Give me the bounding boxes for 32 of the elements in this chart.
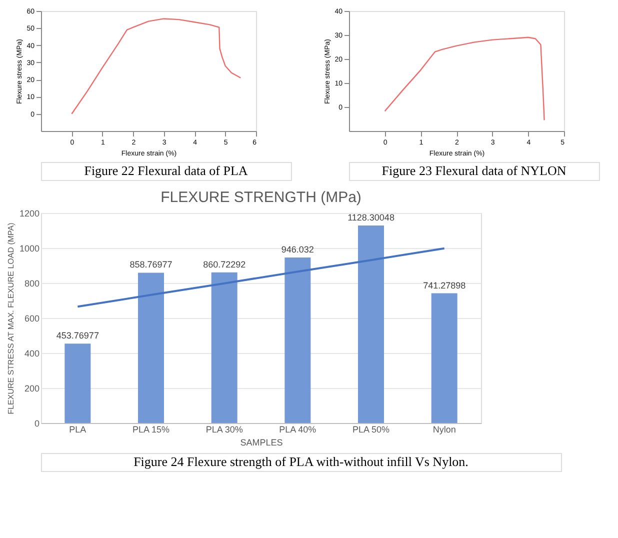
y-tick-label: 600 (24, 314, 40, 324)
bar (211, 272, 238, 423)
y-tick-label: 1200 (19, 208, 40, 218)
bar (358, 226, 384, 423)
y-tick-label: 1000 (19, 244, 40, 254)
line-series (384, 36, 545, 121)
x-tick-label: PLA 15% (132, 424, 170, 434)
x-tick-label: PLA 50% (352, 424, 390, 434)
data-label: 858.76977 (130, 260, 172, 270)
y-tick-label: 800 (24, 278, 40, 288)
bar (431, 293, 458, 423)
bar (64, 344, 91, 423)
line-series (71, 18, 242, 114)
y-tick-label: 200 (24, 384, 40, 394)
data-label: 860.72292 (203, 259, 246, 270)
caption: Figure 23 Flexural data of NYLON (382, 163, 567, 178)
x-axis-title: SAMPLES (240, 438, 283, 448)
data-label: 1128.30048 (348, 212, 394, 223)
bar (138, 272, 164, 423)
x-tick-label: PLA 30% (206, 424, 243, 434)
chart-title: FLEXURE STRENGTH (MPa) (160, 189, 362, 206)
x-tick-label: PLA (69, 424, 86, 434)
data-label: 946.032 (281, 244, 314, 254)
data-label: 741.27898 (423, 280, 466, 290)
y-tick-label: 400 (24, 348, 40, 358)
caption: Figure 22 Flexural data of PLA (84, 163, 248, 178)
y-axis-title: FLEXURE STRESS AT MAX. FLEXURE LOAD (MPA) (6, 222, 16, 414)
data-label: 453.76977 (56, 330, 99, 341)
caption: Figure 24 Flexure strength of PLA with-without infill Vs Nylon. (134, 454, 468, 469)
x-tick-label: Nylon (432, 424, 456, 434)
bar (284, 257, 311, 423)
x-tick-label: PLA 40% (279, 424, 316, 434)
